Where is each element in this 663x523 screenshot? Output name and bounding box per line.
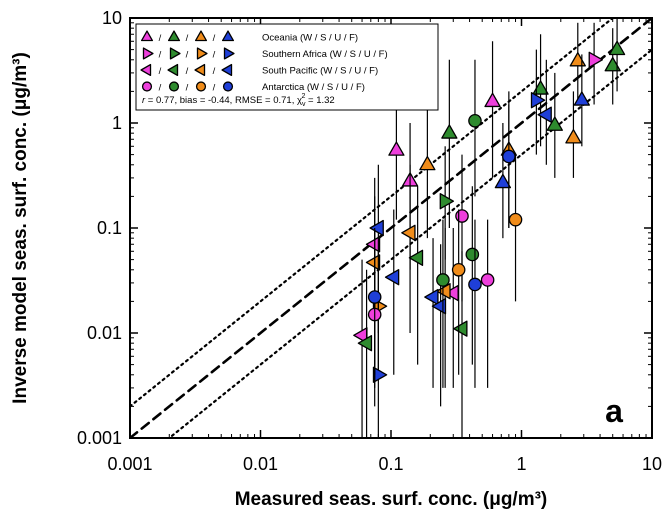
data-point-oceania — [546, 116, 563, 131]
legend-separator: / — [186, 66, 189, 77]
stats-r: r — [142, 95, 146, 106]
data-point-southern-africa — [588, 51, 603, 68]
data-point-oceania — [441, 124, 458, 139]
stats-chi-sub: v — [302, 101, 306, 108]
legend-marker — [141, 81, 153, 92]
data-point-south-pacific — [537, 106, 552, 123]
legend-label: South Pacific (W / S / U / F) — [262, 66, 378, 77]
stats-chi-sup: 2 — [301, 93, 305, 100]
data-point-oceania — [419, 155, 436, 171]
data-point-south-pacific — [431, 298, 447, 315]
y-tick-label: 0.01 — [87, 323, 122, 343]
x-tick-label: 1 — [516, 454, 526, 474]
data-point-antarctica — [436, 273, 450, 287]
data-point-oceania — [573, 91, 590, 106]
data-point-south-pacific — [424, 288, 439, 306]
reference-line-2-to-1 — [130, 18, 615, 408]
legend-marker — [194, 30, 208, 42]
y-axis-title: Inverse model seas. surf. conc. (μg/m³) — [10, 52, 31, 404]
data-point-antarctica — [468, 277, 482, 292]
reference-lines — [130, 18, 652, 438]
stats-values: = 0.77, bias = -0.44, RMSE = 0.71, χ — [145, 95, 302, 106]
legend-separator: / — [159, 83, 162, 94]
data-point-south-pacific — [357, 335, 373, 352]
legend-separator: / — [186, 83, 189, 94]
data-point-south-pacific — [365, 254, 381, 271]
data-point-oceania — [565, 129, 582, 144]
legend-marker — [169, 47, 181, 60]
legend-separator: / — [159, 66, 162, 77]
legend-separator: / — [186, 50, 189, 61]
data-point-south-pacific — [453, 320, 468, 337]
x-tick-label: 0.1 — [378, 454, 403, 474]
legend-marker — [168, 81, 180, 92]
legend-separator: / — [159, 50, 162, 61]
y-tick-label: 1 — [112, 113, 122, 133]
legend-separator: / — [213, 66, 216, 77]
legend-marker — [140, 30, 154, 42]
data-point-south-pacific — [369, 219, 384, 237]
legend-separator: / — [213, 83, 216, 94]
data-point-antarctica — [480, 273, 495, 287]
data-points — [353, 18, 626, 438]
axis-ticks: 0.001 0.01 0.1 1 10 0.001 0.01 0.1 1 10 — [77, 8, 662, 474]
x-axis-title: Measured seas. surf. conc. (μg/m³) — [235, 489, 548, 510]
legend-label: Oceania (W / S / U / F) — [262, 33, 358, 44]
data-point-antarctica — [508, 212, 523, 227]
legend-label: Southern Africa (W / S / U / F) — [262, 49, 388, 60]
legend-separator: / — [186, 33, 189, 44]
legend: / / / Oceania (W / S / U / F) / / / Southern Af… — [135, 23, 439, 111]
legend-separator: / — [213, 50, 216, 61]
legend-marker — [167, 63, 179, 77]
data-point-oceania — [388, 141, 405, 156]
legend-marker — [196, 47, 208, 60]
x-tick-label: 0.001 — [107, 454, 152, 474]
data-point-southern-africa — [439, 193, 455, 210]
stats-chi-value: = 1.32 — [305, 95, 334, 106]
data-point-south-pacific — [401, 224, 416, 241]
x-tick-label: 0.01 — [243, 454, 278, 474]
legend-label: Antarctica (W / S / U / F) — [262, 82, 365, 93]
data-point-southern-africa — [372, 366, 388, 383]
data-point-southern-africa — [530, 92, 546, 109]
legend-marker — [167, 30, 181, 42]
data-point-antarctica — [367, 290, 382, 304]
data-point-oceania — [608, 40, 626, 56]
legend-separator: / — [159, 33, 162, 44]
y-tick-label: 0.001 — [77, 428, 122, 448]
panel-label: a — [605, 393, 623, 429]
data-point-oceania — [494, 173, 512, 189]
data-point-oceania — [604, 56, 621, 72]
legend-separator: / — [213, 33, 216, 44]
legend-marker — [221, 63, 233, 77]
stats-annotation: r = 0.77, bias = -0.44, RMSE = 0.71, χv2… — [142, 93, 335, 108]
data-point-antarctica — [455, 209, 469, 223]
data-point-oceania — [569, 52, 586, 67]
x-tick-label: 10 — [642, 454, 662, 474]
data-point-antarctica — [502, 149, 516, 164]
legend-marker — [223, 47, 235, 60]
legend-marker — [140, 63, 152, 77]
legend-marker — [221, 30, 235, 42]
legend-marker — [195, 81, 207, 92]
data-point-antarctica — [468, 113, 482, 128]
y-tick-label: 10 — [102, 8, 122, 28]
data-point-south-pacific — [365, 236, 381, 253]
reference-line-1-to-2 — [167, 48, 652, 438]
legend-marker — [142, 47, 154, 60]
data-point-oceania — [484, 92, 501, 108]
y-tick-label: 0.1 — [97, 218, 122, 238]
legend-marker — [222, 81, 234, 92]
data-point-south-pacific — [408, 249, 424, 266]
reference-line-1-to-1 — [130, 18, 652, 438]
data-point-antarctica — [451, 262, 466, 277]
legend-marker — [194, 63, 206, 77]
legend-box — [135, 23, 439, 111]
data-point-south-pacific — [384, 269, 400, 286]
data-point-antarctica — [465, 247, 480, 262]
